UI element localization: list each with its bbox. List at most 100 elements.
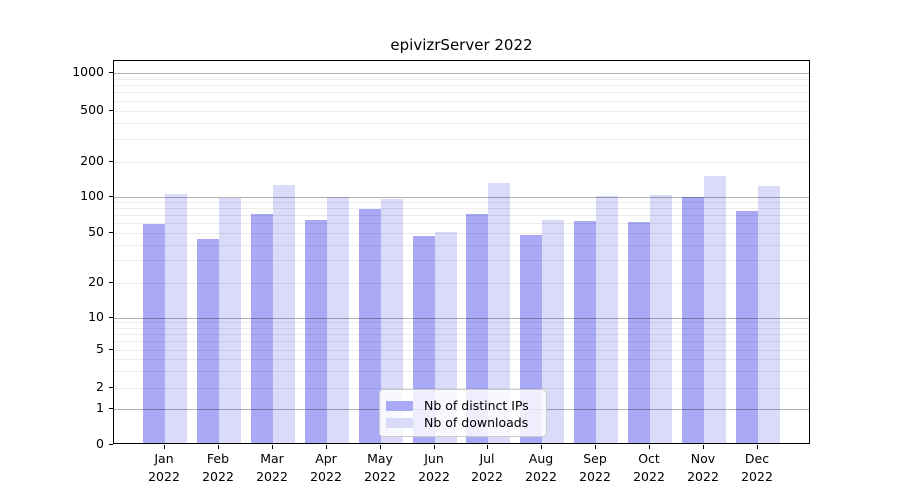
y-tick-label-0: 0 xyxy=(96,436,104,451)
x-tick-label-dec: Dec 2022 xyxy=(741,451,773,484)
y-tick-label-1000: 1000 xyxy=(72,64,104,79)
gridline-200 xyxy=(114,162,809,163)
gridline-900 xyxy=(114,79,809,80)
bar-nb-of-distinct-ips-jan xyxy=(143,223,165,443)
bar-nb-of-downloads-mar xyxy=(272,184,295,443)
x-tick-apr xyxy=(326,445,327,449)
x-tick-label-may: May 2022 xyxy=(364,451,396,484)
y-tick-100 xyxy=(109,196,113,197)
gridline-400 xyxy=(114,123,809,124)
x-tick-label-sep: Sep 2022 xyxy=(579,451,611,484)
x-tick-mar xyxy=(272,445,273,449)
bar-nb-of-distinct-ips-jul xyxy=(466,214,489,443)
y-tick-0 xyxy=(109,444,113,445)
gridline-4 xyxy=(114,359,809,360)
y-tick-1 xyxy=(109,408,113,409)
legend-label-distinct-ips: Nb of distinct IPs xyxy=(424,398,529,413)
bar-nb-of-distinct-ips-mar xyxy=(250,214,273,443)
x-tick-label-nov: Nov 2022 xyxy=(687,451,719,484)
gridline-80 xyxy=(114,208,809,209)
y-tick-label-50: 50 xyxy=(88,224,104,239)
legend-item-distinct-ips: Nb of distinct IPs xyxy=(386,397,538,414)
bar-nb-of-downloads-apr xyxy=(326,197,349,443)
gridline-100 xyxy=(114,197,809,198)
x-tick-jul xyxy=(487,445,488,449)
y-tick-50 xyxy=(109,232,113,233)
gridline-1000 xyxy=(114,73,809,74)
y-tick-2 xyxy=(109,387,113,388)
gridline-5 xyxy=(114,350,809,351)
gridline-70 xyxy=(114,215,809,216)
x-tick-jun xyxy=(434,445,435,449)
x-tick-label-aug: Aug 2022 xyxy=(525,451,557,484)
x-tick-may xyxy=(380,445,381,449)
gridline-600 xyxy=(114,101,809,102)
gridline-800 xyxy=(114,85,809,86)
y-tick-label-20: 20 xyxy=(88,274,104,289)
x-tick-feb xyxy=(218,445,219,449)
y-tick-label-100: 100 xyxy=(80,188,104,203)
bar-nb-of-downloads-jan xyxy=(165,194,187,443)
y-tick-10 xyxy=(109,317,113,318)
bar-nb-of-downloads-oct xyxy=(650,194,673,443)
y-tick-label-2: 2 xyxy=(96,379,104,394)
bar-nb-of-downloads-dec xyxy=(757,185,780,443)
gridline-40 xyxy=(114,245,809,246)
legend-item-downloads: Nb of downloads xyxy=(386,414,538,431)
gridline-8 xyxy=(114,328,809,329)
x-tick-nov xyxy=(703,445,704,449)
gridline-30 xyxy=(114,260,809,261)
x-tick-label-jul: Jul 2022 xyxy=(471,451,503,484)
x-tick-dec xyxy=(757,445,758,449)
gridline-60 xyxy=(114,223,809,224)
bar-nb-of-downloads-sep xyxy=(596,195,619,443)
y-tick-label-10: 10 xyxy=(88,309,104,324)
bar-nb-of-downloads-jul xyxy=(488,183,511,443)
bar-nb-of-distinct-ips-dec xyxy=(735,210,758,443)
gridline-300 xyxy=(114,139,809,140)
y-tick-label-1: 1 xyxy=(96,400,104,415)
y-tick-500 xyxy=(109,110,113,111)
bar-nb-of-distinct-ips-sep xyxy=(574,221,597,443)
plot-area xyxy=(113,60,810,444)
x-tick-jan xyxy=(164,445,165,449)
gridline-7 xyxy=(114,334,809,335)
gridline-2 xyxy=(114,388,809,389)
bar-nb-of-distinct-ips-nov xyxy=(682,197,704,443)
y-tick-label-5: 5 xyxy=(96,341,104,356)
bar-nb-of-downloads-nov xyxy=(704,175,726,443)
gridline-90 xyxy=(114,202,809,203)
chart-title: epivizrServer 2022 xyxy=(390,36,533,54)
x-tick-label-jun: Jun 2022 xyxy=(418,451,450,484)
legend: Nb of distinct IPs Nb of downloads xyxy=(379,389,547,437)
x-tick-sep xyxy=(595,445,596,449)
bar-nb-of-downloads-feb xyxy=(218,198,241,443)
gridline-10 xyxy=(114,318,809,319)
y-tick-label-500: 500 xyxy=(80,102,104,117)
x-tick-label-apr: Apr 2022 xyxy=(310,451,342,484)
y-tick-20 xyxy=(109,282,113,283)
y-tick-1000 xyxy=(109,72,113,73)
bar-nb-of-downloads-aug xyxy=(542,220,565,443)
gridline-9 xyxy=(114,322,809,323)
bar-nb-of-downloads-may xyxy=(380,198,403,443)
gridline-20 xyxy=(114,283,809,284)
x-tick-oct xyxy=(649,445,650,449)
legend-swatch-downloads xyxy=(386,417,413,428)
x-tick-label-jan: Jan 2022 xyxy=(148,451,180,484)
legend-swatch-distinct-ips xyxy=(386,400,413,411)
y-tick-5 xyxy=(109,349,113,350)
gridline-700 xyxy=(114,92,809,93)
bar-nb-of-distinct-ips-oct xyxy=(628,222,651,443)
bar-nb-of-distinct-ips-may xyxy=(358,209,381,443)
bar-nb-of-distinct-ips-apr xyxy=(304,219,327,443)
x-tick-label-mar: Mar 2022 xyxy=(256,451,288,484)
x-tick-label-oct: Oct 2022 xyxy=(633,451,665,484)
y-tick-label-200: 200 xyxy=(80,153,104,168)
x-tick-label-feb: Feb 2022 xyxy=(202,451,234,484)
gridline-6 xyxy=(114,341,809,342)
legend-label-downloads: Nb of downloads xyxy=(424,415,529,430)
gridline-3 xyxy=(114,371,809,372)
gridline-50 xyxy=(114,233,809,234)
